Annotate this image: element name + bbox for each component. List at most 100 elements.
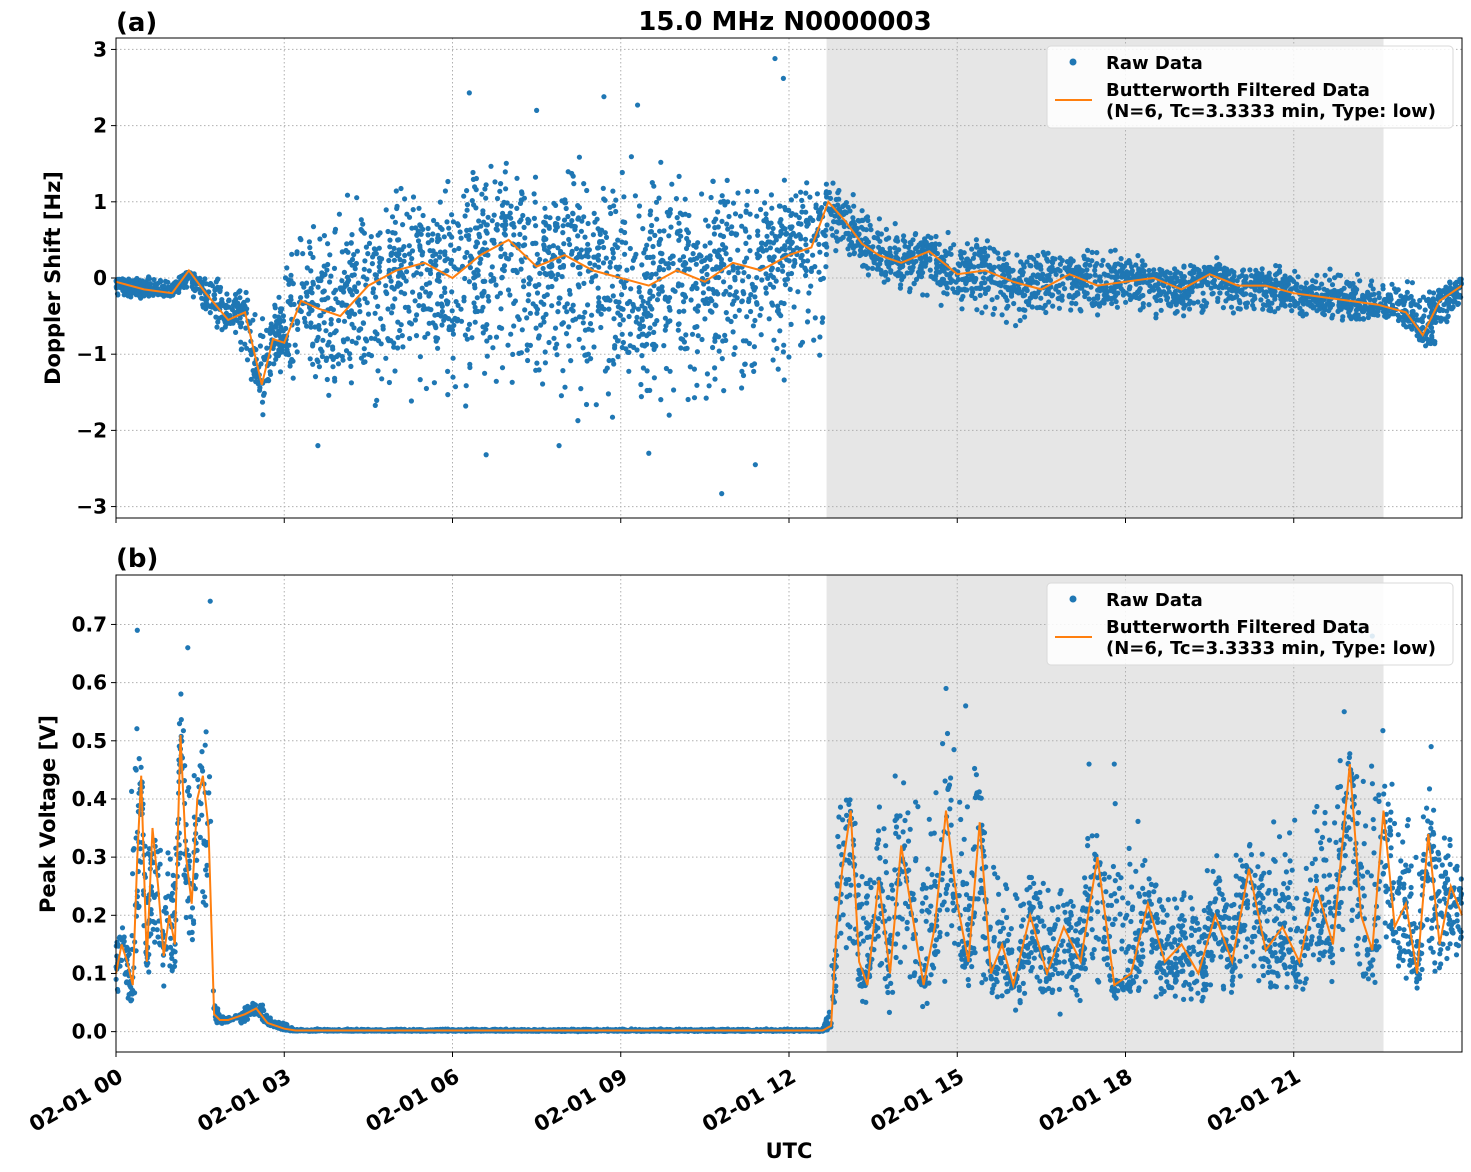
raw-data-point — [489, 218, 495, 224]
raw-data-point — [412, 317, 418, 323]
raw-data-point — [370, 286, 377, 292]
raw-data-point — [899, 264, 905, 270]
raw-data-point — [1069, 300, 1075, 306]
raw-data-point — [480, 324, 486, 330]
raw-data-point — [580, 314, 586, 320]
raw-data-point — [525, 298, 531, 304]
raw-data-point — [474, 240, 481, 246]
raw-data-point — [259, 399, 266, 405]
raw-data-point — [786, 354, 792, 360]
raw-data-point — [165, 279, 171, 285]
raw-data-point — [140, 280, 147, 286]
raw-data-point — [788, 197, 795, 203]
raw-data-point — [1409, 280, 1415, 286]
raw-data-point — [395, 319, 401, 325]
raw-data-point — [812, 315, 818, 321]
raw-data-point — [567, 241, 573, 248]
raw-data-point — [541, 228, 547, 234]
raw-data-point — [687, 364, 693, 370]
raw-data-point — [615, 304, 622, 310]
raw-data-point — [675, 229, 681, 235]
raw-data-point — [989, 297, 995, 303]
raw-data-point — [240, 300, 247, 306]
raw-data-point — [490, 345, 496, 351]
raw-data-point — [1199, 303, 1205, 309]
raw-data-point — [462, 254, 468, 260]
raw-data-point — [723, 310, 729, 316]
raw-data-point — [522, 235, 528, 241]
raw-data-point — [352, 262, 358, 268]
raw-data-point — [583, 352, 589, 358]
raw-data-point — [394, 203, 400, 209]
raw-data-point — [1404, 279, 1410, 285]
raw-data-point — [1365, 289, 1371, 295]
raw-data-point — [1114, 283, 1120, 290]
raw-data-point — [712, 376, 718, 382]
raw-data-point — [869, 265, 876, 271]
raw-data-point — [442, 285, 448, 291]
raw-data-point — [682, 196, 688, 202]
raw-data-point — [710, 178, 716, 184]
raw-data-point — [570, 308, 576, 314]
raw-data-point — [1113, 299, 1119, 305]
raw-data-point — [818, 276, 824, 283]
raw-data-point — [448, 242, 454, 248]
raw-data-point — [450, 355, 456, 361]
raw-data-point — [243, 289, 249, 296]
raw-data-point — [310, 361, 316, 367]
raw-data-point — [406, 243, 412, 249]
raw-data-point — [620, 339, 627, 346]
raw-data-point — [591, 210, 597, 216]
raw-data-point — [719, 218, 725, 224]
raw-data-point — [209, 283, 215, 289]
raw-data-point — [1112, 275, 1118, 281]
raw-data-point — [799, 339, 806, 345]
raw-data-point — [666, 213, 672, 219]
raw-data-point — [1369, 278, 1375, 284]
raw-data-point — [874, 845, 880, 851]
raw-data-point — [746, 234, 752, 240]
raw-data-point — [267, 369, 273, 375]
raw-data-point — [769, 300, 775, 306]
raw-data-point — [725, 226, 731, 232]
raw-data-point — [591, 344, 597, 350]
raw-data-point — [1094, 250, 1100, 256]
raw-data-point — [712, 365, 718, 371]
raw-data-point — [752, 285, 759, 291]
raw-data-point — [1360, 292, 1366, 298]
raw-data-point — [742, 361, 748, 367]
raw-data-point — [484, 338, 490, 344]
raw-data-point — [569, 218, 575, 224]
raw-data-point — [1371, 291, 1377, 297]
raw-data-point — [472, 184, 478, 190]
raw-data-point — [581, 280, 587, 286]
raw-data-point — [763, 211, 769, 217]
raw-data-point — [642, 246, 649, 252]
raw-data-point — [577, 271, 583, 277]
raw-data-point — [522, 307, 528, 313]
raw-data-point — [999, 267, 1005, 273]
raw-data-point — [672, 288, 678, 294]
raw-data-point — [484, 230, 490, 236]
raw-data-point — [214, 324, 220, 330]
raw-data-point — [288, 297, 294, 303]
raw-data-point — [1053, 271, 1059, 277]
raw-data-point — [1338, 287, 1344, 294]
raw-data-point — [863, 251, 869, 257]
raw-data-point — [821, 231, 827, 238]
raw-data-point — [668, 224, 674, 230]
raw-data-point — [1438, 290, 1444, 296]
raw-data-point — [532, 174, 539, 180]
raw-data-point — [509, 379, 515, 385]
raw-data-point — [748, 308, 754, 315]
raw-data-point — [392, 296, 398, 302]
raw-data-point — [1230, 310, 1236, 316]
raw-data-point — [1295, 274, 1301, 280]
raw-data-point — [860, 938, 867, 944]
raw-data-point — [392, 219, 398, 225]
raw-data-point — [610, 250, 616, 256]
raw-data-point — [401, 244, 407, 250]
raw-data-point — [272, 305, 278, 311]
raw-data-point — [667, 318, 673, 324]
